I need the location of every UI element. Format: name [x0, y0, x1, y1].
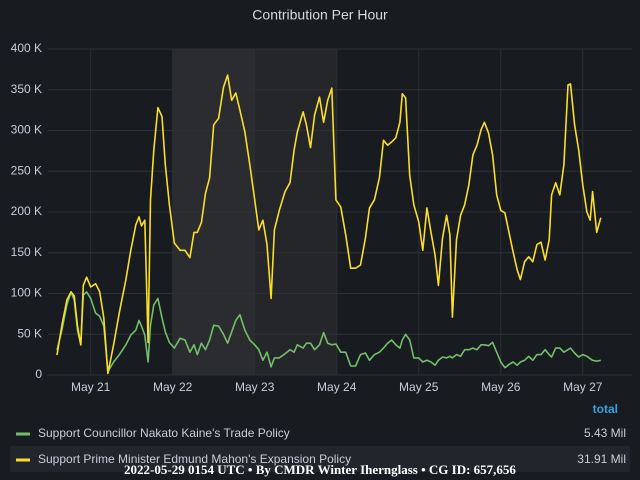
y-tick-label: 100 K — [11, 286, 42, 300]
legend-total: 31.91 Mil — [577, 452, 626, 466]
y-tick-label: 200 K — [11, 204, 42, 218]
footer: 2022-05-29 0154 UTC • By CMDR Winter Ihe… — [124, 462, 516, 477]
x-tick-label: May 25 — [399, 380, 439, 394]
y-tick-label: 150 K — [11, 245, 42, 259]
x-tick-label: May 27 — [563, 380, 603, 394]
y-tick-label: 0 — [35, 367, 42, 381]
legend-header: total — [593, 402, 618, 416]
x-tick-label: May 24 — [317, 380, 357, 394]
x-tick-label: May 26 — [481, 380, 521, 394]
x-tick-label: May 21 — [71, 380, 111, 394]
x-tick-label: May 22 — [153, 380, 193, 394]
series-line — [56, 291, 601, 373]
x-tick-label: May 23 — [235, 380, 275, 394]
y-tick-label: 50 K — [17, 326, 42, 340]
series-line — [56, 74, 602, 375]
legend-total: 5.43 Mil — [584, 426, 626, 440]
y-tick-label: 400 K — [11, 41, 42, 55]
legend-label: Support Prime Minister Edmund Mahon's Ex… — [38, 452, 351, 466]
legend-row-band — [10, 446, 630, 472]
chart-title: Contribution Per Hour — [252, 7, 388, 23]
y-tick-label: 300 K — [11, 123, 42, 137]
y-tick-label: 350 K — [11, 82, 42, 96]
legend-label: Support Councillor Nakato Kaine's Trade … — [38, 426, 290, 440]
y-tick-label: 250 K — [11, 163, 42, 177]
